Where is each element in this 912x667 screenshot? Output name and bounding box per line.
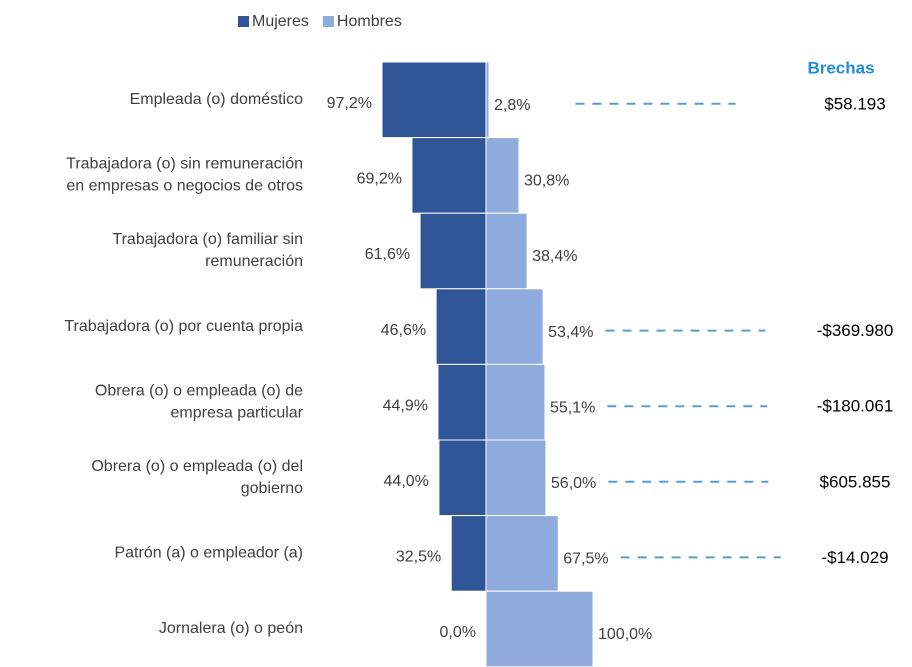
- category-label: Obrera (o) o empleada (o) de: [95, 382, 303, 399]
- value-label: 32,5%: [396, 549, 441, 566]
- category-label: en empresas o negocios de otros: [66, 178, 303, 195]
- legend-swatch: [322, 16, 334, 27]
- gap-value: -$180.061: [817, 397, 894, 416]
- category-label: Jornalera (o) o peón: [159, 620, 303, 637]
- gap-value: -$369.980: [817, 321, 894, 340]
- value-label: 53,4%: [548, 324, 593, 341]
- category-label: Obrera (o) o empleada (o) del: [91, 458, 303, 475]
- value-label: 30,8%: [524, 173, 569, 190]
- bar: [485, 288, 544, 365]
- bar: [485, 515, 559, 592]
- bar: [485, 590, 594, 667]
- value-label: 44,9%: [383, 397, 428, 414]
- category-label: Empleada (o) doméstico: [130, 91, 304, 108]
- bar: [485, 439, 547, 517]
- bar: [411, 137, 487, 214]
- category-label: Patrón (a) o empleador (a): [114, 545, 303, 562]
- category-label: empresa particular: [171, 404, 304, 421]
- category-label: remuneración: [205, 253, 303, 270]
- gap-value: $58.193: [824, 94, 885, 113]
- legend-swatch: [238, 16, 249, 27]
- value-label: 44,0%: [384, 473, 429, 490]
- bar: [485, 61, 490, 139]
- value-label: 55,1%: [550, 399, 595, 416]
- bar: [485, 212, 528, 290]
- gaps-title: Brechas: [807, 58, 874, 77]
- bar: [450, 515, 487, 592]
- value-label: 100,0%: [598, 626, 652, 643]
- value-label: 2,8%: [494, 97, 530, 114]
- value-label: 46,6%: [381, 322, 426, 339]
- value-label: 0,0%: [440, 624, 476, 641]
- gap-value: -$14.029: [821, 548, 888, 567]
- bar: [435, 288, 487, 365]
- legend-label: Mujeres: [252, 13, 309, 30]
- value-label: 61,6%: [365, 246, 410, 263]
- bar: [485, 363, 546, 441]
- legend-label: Hombres: [337, 13, 402, 30]
- category-label: Trabajadora (o) familiar sin: [112, 231, 303, 248]
- value-label: 56,0%: [551, 475, 596, 492]
- value-label: 38,4%: [532, 248, 577, 265]
- value-label: 67,5%: [563, 551, 608, 568]
- category-label: gobierno: [241, 480, 303, 497]
- value-label: 69,2%: [357, 171, 402, 188]
- value-label: 97,2%: [327, 95, 372, 112]
- category-label: Trabajadora (o) por cuenta propia: [64, 318, 303, 335]
- bar: [485, 137, 520, 214]
- gap-value: $605.855: [820, 472, 891, 491]
- bar: [419, 212, 487, 290]
- bar: [381, 61, 487, 139]
- bar: [438, 439, 487, 517]
- category-label: Trabajadora (o) sin remuneración: [66, 156, 303, 173]
- bar: [437, 363, 487, 441]
